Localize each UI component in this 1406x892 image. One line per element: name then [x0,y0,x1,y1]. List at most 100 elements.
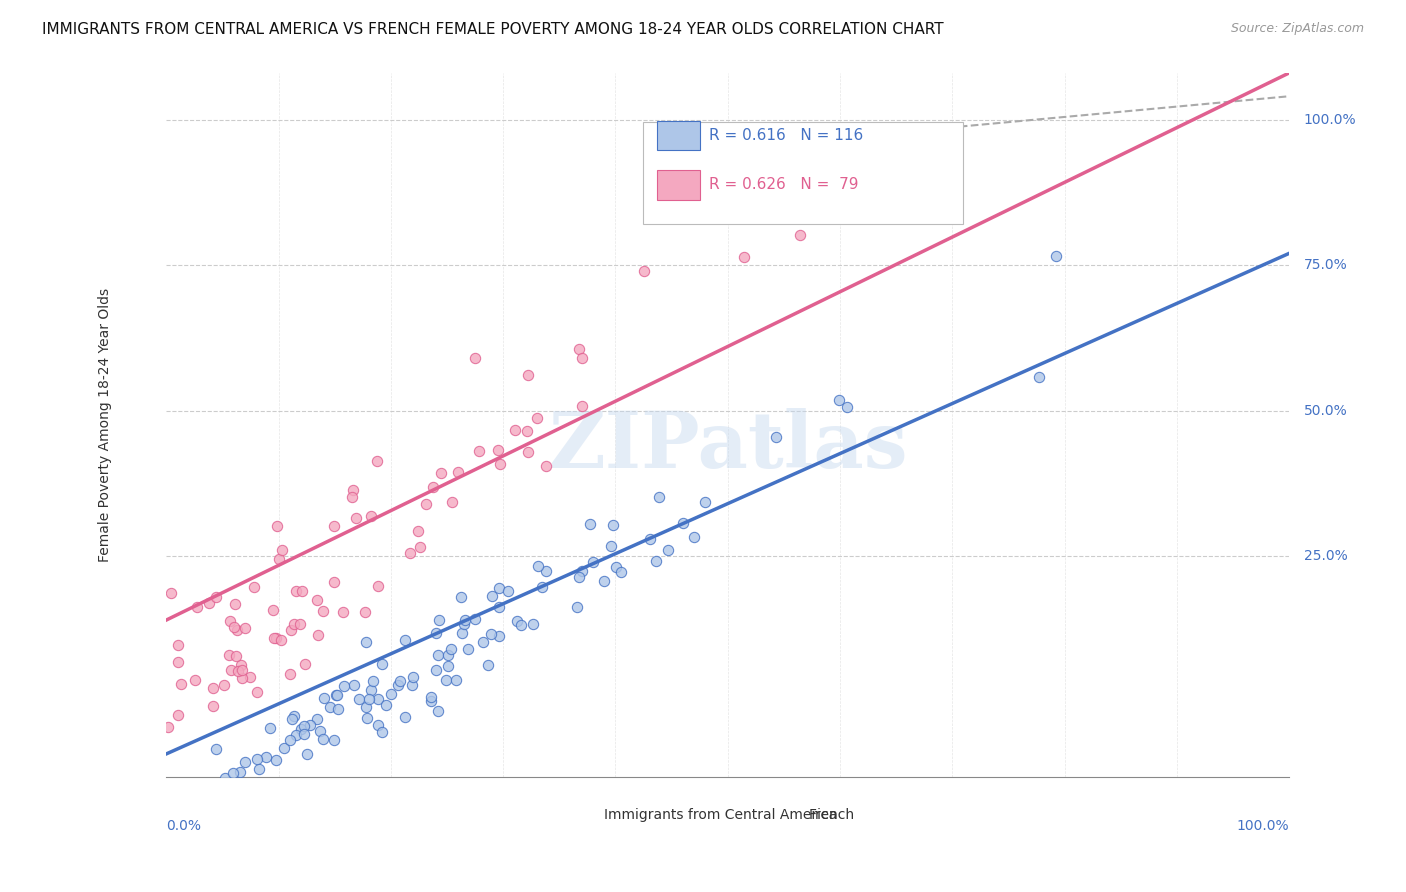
Point [283,617,305,632]
Point [181,805,204,819]
Point [312,691,335,706]
Point [409,540,432,554]
Point [471,635,494,649]
Bar [576,807,599,823]
Point [399,546,422,560]
Text: Source: ZipAtlas.com: Source: ZipAtlas.com [1230,22,1364,36]
Point [425,625,447,640]
Point [1045,249,1067,263]
Point [522,617,544,632]
Point [394,633,416,648]
Point [166,707,188,722]
Point [201,797,224,812]
Point [264,632,287,646]
Point [464,612,486,626]
Point [682,530,704,544]
Point [307,628,329,642]
Point [366,454,388,468]
Point [488,581,510,595]
Point [426,704,449,718]
Point [644,554,666,568]
Point [429,466,451,480]
Point [246,776,269,790]
Point [526,411,548,425]
Point [488,629,510,643]
Point [571,564,593,578]
Point [281,780,304,794]
Point [827,392,849,407]
Point [229,815,252,830]
Point [283,709,305,723]
Point [375,698,398,713]
Point [367,718,389,732]
Point [332,605,354,619]
Text: 100.0%: 100.0% [1236,820,1289,833]
Point [367,692,389,706]
Point [517,368,540,383]
Point [602,517,624,532]
Point [290,722,312,736]
Point [312,732,335,747]
Point [266,753,288,767]
Point [319,700,342,714]
Point [789,227,811,242]
Point [733,250,755,264]
Point [278,667,301,681]
Point [305,592,328,607]
Point [292,718,315,732]
Point [672,516,695,530]
Point [488,457,510,471]
Point [593,574,616,588]
Point [380,687,402,701]
Bar [657,170,700,200]
Point [486,443,509,458]
Point [160,586,183,600]
Point [451,625,474,640]
Text: 0.0%: 0.0% [166,820,201,833]
Point [420,690,443,704]
Point [481,589,503,603]
Point [312,604,335,618]
Point [246,752,269,766]
Text: R = 0.616   N = 116: R = 0.616 N = 116 [709,128,863,143]
Point [571,399,593,413]
Point [406,524,429,538]
Point [447,465,470,479]
Point [224,787,246,801]
Point [527,559,550,574]
Text: Immigrants from Central America: Immigrants from Central America [605,808,838,822]
Point [266,519,288,533]
Point [434,673,457,687]
Point [239,670,262,684]
Point [354,635,377,649]
Point [184,673,207,688]
Point [534,458,557,473]
Point [285,729,308,743]
Point [295,784,318,798]
Text: French: French [808,808,855,822]
Point [496,583,519,598]
Point [479,626,502,640]
Point [444,673,467,687]
Point [294,657,316,671]
Point [582,555,605,569]
Point [333,679,356,693]
Point [342,483,364,497]
Point [517,445,540,459]
Point [214,678,236,692]
Point [427,613,450,627]
Point [245,685,267,699]
Point [280,623,302,637]
Point [284,583,307,598]
Point [218,648,240,662]
Text: 25.0%: 25.0% [1303,549,1347,563]
Point [326,688,349,702]
Point [167,655,190,669]
Point [263,631,285,645]
Point [226,623,249,637]
Point [340,490,363,504]
Point [343,677,366,691]
Point [568,570,591,584]
Point [1028,369,1050,384]
Point [387,677,409,691]
